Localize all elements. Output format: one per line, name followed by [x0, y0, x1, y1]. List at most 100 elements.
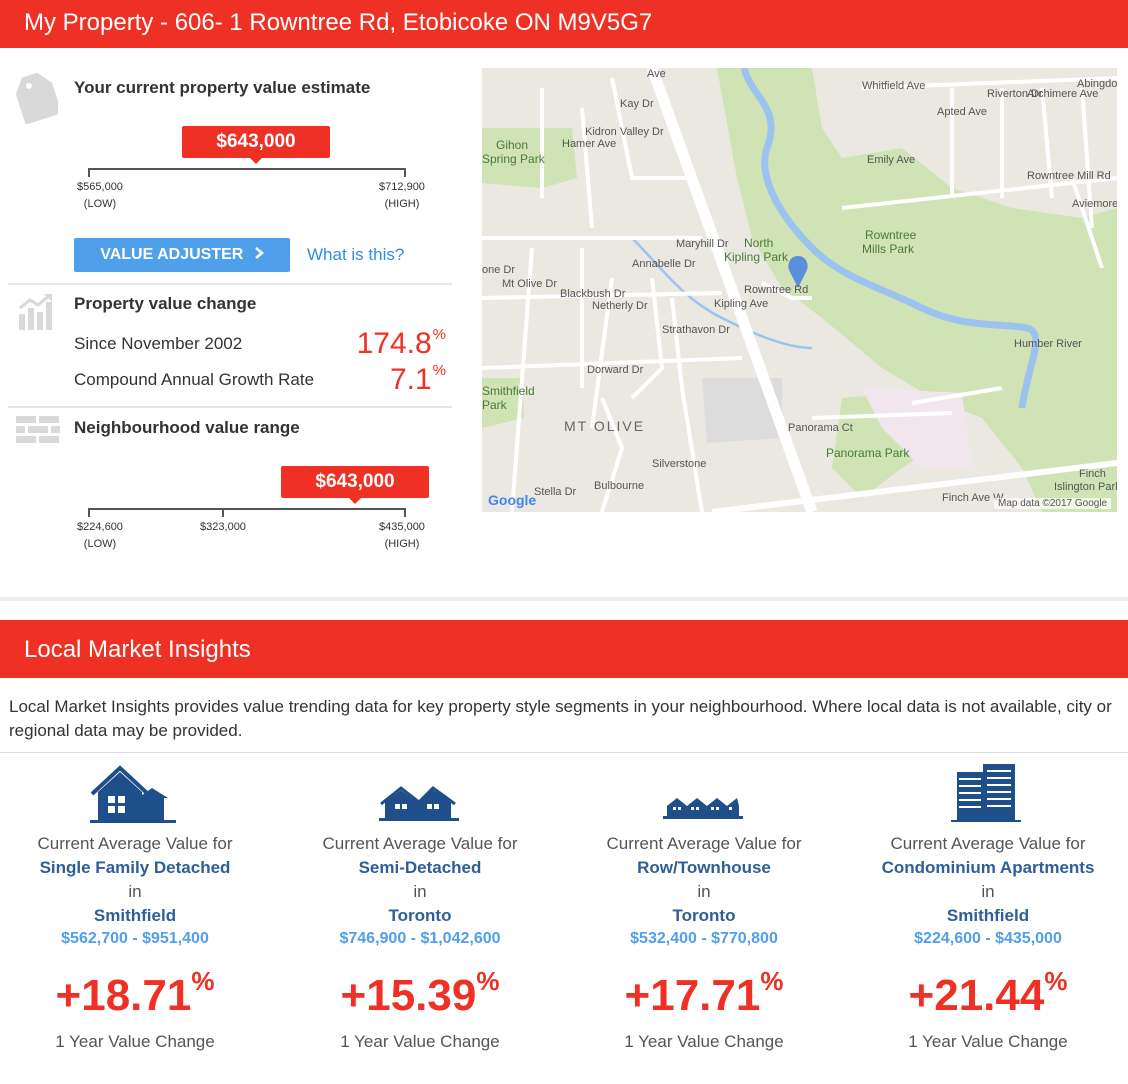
map-label: Kipling Ave [714, 298, 769, 310]
map-label: Panorama Ct [788, 422, 853, 434]
segment-range: $746,900 - $1,042,600 [339, 930, 501, 947]
estimate-high-value: $712,900 [379, 181, 425, 193]
neighbourhood-high-tick [404, 508, 406, 517]
estimate-low-tick [88, 168, 90, 177]
segment-condominium: Current Average Value for Condominium Ap… [847, 760, 1128, 1080]
neighbourhood-mid-value: $323,000 [200, 521, 246, 533]
segment-change: +21.44% [847, 966, 1128, 1021]
since-value-unit: % [432, 326, 446, 343]
map-label: Netherly Dr [592, 300, 648, 312]
segment-in: in [981, 882, 995, 901]
segment-type[interactable]: Condominium Apartments [881, 858, 1095, 877]
segment-area[interactable]: Toronto [672, 906, 736, 925]
map-label: Spring Park [482, 152, 545, 166]
estimate-high-tick [404, 168, 406, 177]
neighbourhood-value-bubble: $643,000 [281, 466, 429, 504]
since-label: Since November 2002 [74, 334, 243, 353]
segment-change-label: 1 Year Value Change [624, 1032, 784, 1051]
estimate-high: $712,900 (HIGH) [362, 179, 442, 213]
segment-townhouse: Current Average Value for Row/Townhouse … [563, 760, 845, 1080]
map-label: Mt Olive Dr [502, 278, 557, 290]
neighbourhood-low: $224,600 (LOW) [60, 519, 140, 553]
map-label: Rowntree Mill Rd [1027, 170, 1111, 182]
map-attribution: Map data ©2017 Google [994, 498, 1112, 509]
cagr-value: 7.1% [300, 362, 446, 397]
segment-area[interactable]: Toronto [388, 906, 452, 925]
estimate-low-value: $565,000 [77, 181, 123, 193]
segment-type[interactable]: Semi-Detached [358, 858, 482, 877]
segment-change-number: +21.44 [908, 971, 1045, 1020]
condo-building-icon [847, 760, 1128, 824]
section-divider [8, 283, 452, 285]
map-label: one Dr [482, 264, 516, 276]
map-label: Finch [1079, 468, 1106, 480]
map-label: Hamer Ave [562, 138, 617, 150]
map-label: Whitfield Ave [862, 80, 926, 92]
map-label: Rowntree Rd [744, 284, 809, 296]
map-label: Kipling Park [724, 250, 789, 264]
map-label: Archimere Ave [1027, 88, 1099, 100]
map-label: Apted Ave [937, 106, 987, 118]
segment-range: $562,700 - $951,400 [61, 930, 209, 947]
estimate-range-line [88, 168, 406, 170]
value-adjuster-label: VALUE ADJUSTER [100, 246, 244, 263]
map-label: Humber River [1014, 338, 1082, 350]
detached-house-icon [0, 760, 276, 824]
cagr-value-unit: % [432, 362, 446, 379]
estimate-high-label: (HIGH) [384, 198, 420, 210]
map-label: Riverton Dr [987, 88, 1043, 100]
segment-change-label: 1 Year Value Change [908, 1032, 1068, 1051]
map-label: Mills Park [862, 242, 915, 256]
map-label: Islington Park [1054, 481, 1117, 493]
segment-area[interactable]: Smithfield [946, 906, 1030, 925]
map-label: Rowntree [865, 228, 917, 242]
map-label: Blackbush Dr [560, 288, 626, 300]
neighbourhood-title: Neighbourhood value range [74, 418, 300, 437]
segment-prefix: Current Average Value for [606, 834, 802, 853]
segment-area[interactable]: Smithfield [93, 906, 177, 925]
lmi-intro-text: Local Market Insights provides value tre… [9, 697, 1112, 740]
map-label: Dorward Dr [587, 364, 644, 376]
property-map[interactable]: Whitfield Ave Archimere Ave Rowntree Mil… [482, 68, 1117, 512]
since-value: 174.8% [300, 326, 446, 361]
neighbourhood-high-label: (HIGH) [384, 538, 420, 550]
what-is-this-link[interactable]: What is this? [307, 245, 405, 264]
segment-single-family: Current Average Value for Single Family … [0, 760, 276, 1080]
brick-wall-icon [16, 414, 60, 446]
segment-change: +17.71% [563, 966, 845, 1021]
segment-type[interactable]: Single Family Detached [39, 858, 231, 877]
map-label: Maryhill Dr [676, 238, 729, 250]
value-adjuster-button[interactable]: VALUE ADJUSTER [74, 238, 290, 272]
segment-range: $224,600 - $435,000 [914, 930, 1062, 947]
neighbourhood-high-value: $435,000 [379, 521, 425, 533]
estimate-low: $565,000 (LOW) [60, 179, 140, 213]
bar-chart-icon [16, 292, 56, 332]
neighbourhood-mid-tick [222, 508, 224, 517]
segment-in: in [413, 882, 427, 901]
segment-prefix: Current Average Value for [890, 834, 1086, 853]
map-label: Silverstone [652, 458, 707, 470]
map-label: Aviemore Dr [1072, 198, 1117, 210]
neighbourhood-low-value: $224,600 [77, 521, 123, 533]
lmi-divider [0, 752, 1128, 753]
page-title: My Property - 606- 1 Rowntree Rd, Etobic… [24, 9, 653, 36]
segment-change-number: +15.39 [340, 971, 477, 1020]
price-tag-icon [15, 72, 62, 125]
cagr-label: Compound Annual Growth Rate [74, 370, 315, 389]
map-label: Park [482, 398, 507, 412]
map-label: Kay Dr [620, 98, 654, 110]
header-bar: My Property - 606- 1 Rowntree Rd, Etobic… [0, 0, 1128, 48]
segment-prefix: Current Average Value for [322, 834, 518, 853]
map-label: Panorama Park [826, 446, 910, 460]
map-label: Annabelle Dr [632, 258, 696, 270]
segment-type[interactable]: Row/Townhouse [637, 858, 771, 877]
neighbourhood-low-label: (LOW) [83, 538, 117, 550]
neighbourhood-mid: $323,000 [183, 519, 263, 536]
cagr-value-number: 7.1 [389, 363, 432, 396]
value-change-title: Property value change [74, 294, 257, 313]
map-label: Gihon [496, 138, 529, 152]
segment-change-unit: % [191, 966, 215, 996]
estimate-title: Your current property value estimate [74, 78, 371, 97]
semi-detached-house-icon [279, 760, 561, 824]
google-logo: Google [488, 492, 537, 508]
